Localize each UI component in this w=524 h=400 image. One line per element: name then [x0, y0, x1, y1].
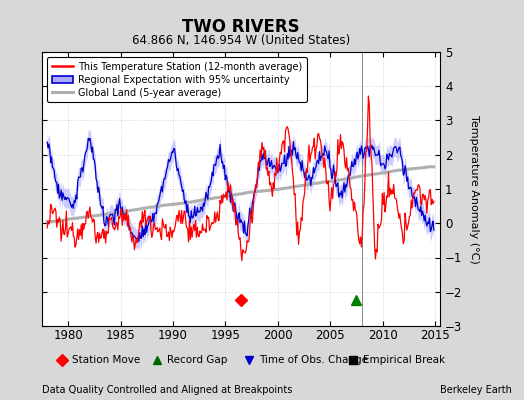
Text: Data Quality Controlled and Aligned at Breakpoints: Data Quality Controlled and Aligned at B…: [42, 385, 292, 395]
Text: 64.866 N, 146.954 W (United States): 64.866 N, 146.954 W (United States): [132, 34, 350, 47]
Legend: This Temperature Station (12-month average), Regional Expectation with 95% uncer: This Temperature Station (12-month avera…: [47, 57, 307, 102]
Text: Berkeley Earth: Berkeley Earth: [440, 385, 512, 395]
Text: Record Gap: Record Gap: [167, 355, 228, 365]
Text: Time of Obs. Change: Time of Obs. Change: [259, 355, 368, 365]
Text: Empirical Break: Empirical Break: [363, 355, 445, 365]
Y-axis label: Temperature Anomaly (°C): Temperature Anomaly (°C): [469, 115, 479, 263]
Text: 2005: 2005: [315, 329, 345, 342]
Text: 1980: 1980: [53, 329, 83, 342]
Text: TWO RIVERS: TWO RIVERS: [182, 18, 300, 36]
Text: 1990: 1990: [158, 329, 188, 342]
Text: 2010: 2010: [368, 329, 397, 342]
Text: Station Move: Station Move: [72, 355, 140, 365]
Text: 2000: 2000: [263, 329, 292, 342]
Text: 2015: 2015: [420, 329, 450, 342]
Text: 1995: 1995: [210, 329, 241, 342]
Text: 1985: 1985: [106, 329, 135, 342]
